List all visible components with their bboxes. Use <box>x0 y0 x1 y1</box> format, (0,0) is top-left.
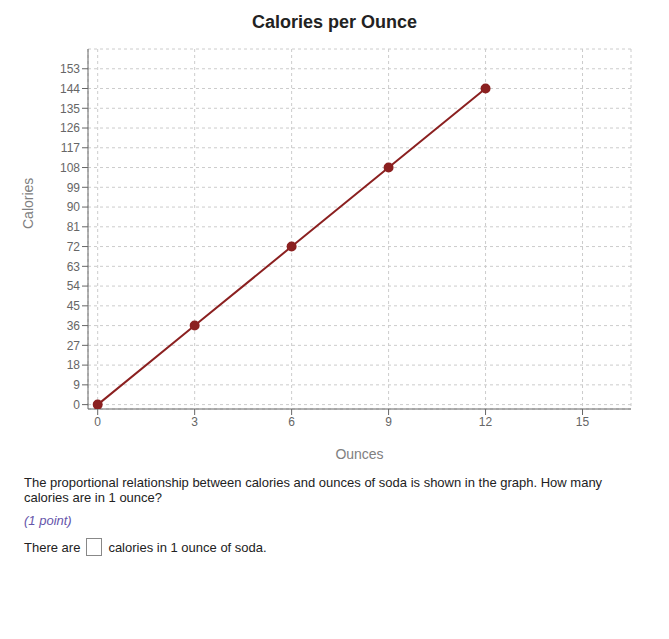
svg-text:108: 108 <box>60 161 80 175</box>
html-text:There are: There are <box>24 539 81 555</box>
html-text:(1 point): (1 point) <box>24 513 72 528</box>
html-text:Calories per Ounce: Calories per Ounce <box>252 12 417 32</box>
svg-text:81: 81 <box>67 220 81 234</box>
html-text:calories in 1 ounce of soda.: calories in 1 ounce of soda. <box>108 539 267 555</box>
svg-text:9: 9 <box>385 415 392 429</box>
svg-text:18: 18 <box>67 358 81 372</box>
svg-text:36: 36 <box>67 319 81 333</box>
svg-text:135: 135 <box>60 102 80 116</box>
svg-text:153: 153 <box>60 62 80 76</box>
svg-text:0: 0 <box>94 415 101 429</box>
svg-text:45: 45 <box>67 299 81 313</box>
svg-text:63: 63 <box>67 260 81 274</box>
html-text:The proportional relationship: The proportional relationship between ca… <box>24 475 603 505</box>
svg-text:117: 117 <box>61 141 80 155</box>
svg-text:3: 3 <box>191 415 198 429</box>
svg-text:12: 12 <box>479 415 493 429</box>
svg-text:6: 6 <box>288 415 295 429</box>
svg-text:90: 90 <box>67 200 81 214</box>
svg-text:Ounces: Ounces <box>335 446 383 462</box>
svg-text:27: 27 <box>67 339 81 353</box>
svg-text:99: 99 <box>67 181 81 195</box>
svg-text:0: 0 <box>73 398 80 412</box>
svg-text:15: 15 <box>576 415 590 429</box>
svg-text:144: 144 <box>60 82 80 96</box>
svg-text:126: 126 <box>60 121 80 135</box>
svg-text:54: 54 <box>67 279 81 293</box>
svg-text:72: 72 <box>67 240 81 254</box>
svg-text:9: 9 <box>73 378 80 392</box>
svg-text:Calories: Calories <box>20 178 36 229</box>
